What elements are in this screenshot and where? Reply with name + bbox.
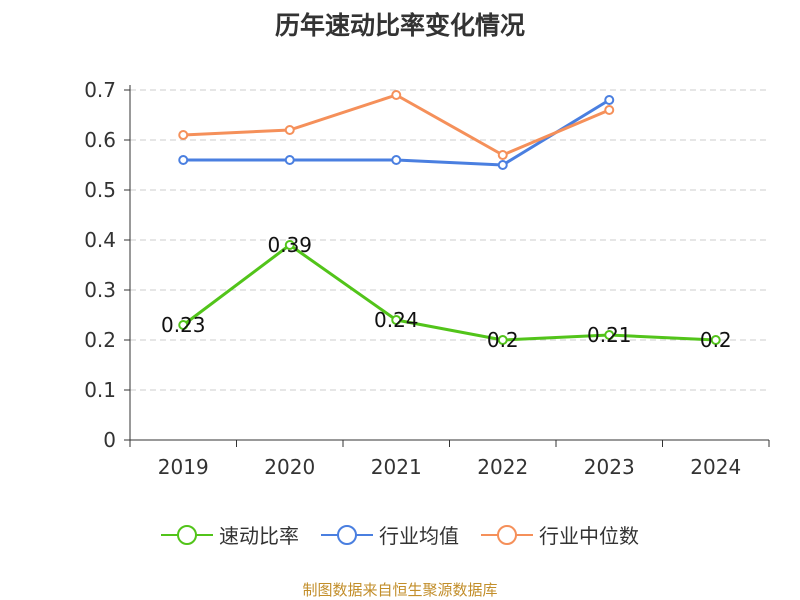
legend-swatch-industry-median [481, 524, 533, 545]
data-point [604, 330, 615, 340]
y-tick-label: 0.3 [84, 278, 116, 302]
data-point [497, 160, 508, 170]
series-line-0 [182, 243, 716, 342]
y-tick-label: 0.2 [84, 328, 116, 352]
legend-item-industry-mean[interactable]: 行业均值 [321, 520, 459, 549]
data-point [284, 125, 295, 135]
legend-item-quick-ratio[interactable]: 速动比率 [161, 520, 299, 549]
data-label: 0.23 [161, 313, 206, 337]
data-point [178, 155, 189, 165]
data-point [178, 130, 189, 140]
x-tick-label: 2019 [158, 455, 209, 479]
data-point [604, 95, 615, 105]
legend-label-industry-mean: 行业均值 [379, 524, 459, 548]
y-tick-label: 0.6 [84, 128, 116, 152]
chart-title: 历年速动比率变化情况 [274, 11, 525, 40]
data-point [604, 105, 615, 115]
data-label: 0.24 [374, 308, 419, 332]
data-label: 0.2 [487, 328, 519, 352]
y-tick-label: 0 [103, 428, 116, 452]
x-tick-label: 2021 [371, 455, 422, 479]
source-note: 制图数据来自恒生聚源数据库 [302, 581, 498, 599]
series-line-2 [183, 93, 610, 157]
data-point [497, 150, 508, 160]
gridlines [130, 89, 769, 391]
data-labels: 0.23 0.39 0.24 0.2 0.21 0.2 [161, 233, 732, 352]
data-point [178, 320, 189, 330]
data-point [391, 155, 402, 165]
legend-swatch-quick-ratio [161, 524, 213, 545]
legend-label-quick-ratio: 速动比率 [219, 524, 299, 548]
data-label: 0.39 [267, 233, 312, 257]
data-label: 0.2 [700, 328, 732, 352]
series-lines [178, 90, 721, 345]
x-tick-label: 2022 [477, 455, 528, 479]
data-point [284, 240, 295, 250]
axes: 0 0.1 0.2 0.3 0.4 0.5 0.6 0.7 2019 2020 2021 2022 20… [84, 78, 770, 479]
data-point [497, 335, 508, 345]
data-point [710, 335, 721, 345]
y-tick-label: 0.5 [84, 178, 116, 202]
y-tick-label: 0.1 [84, 378, 116, 402]
data-point [391, 315, 402, 325]
x-tick-label: 2023 [584, 455, 635, 479]
x-tick-label: 2020 [264, 455, 315, 479]
data-label: 0.21 [587, 323, 632, 347]
legend-item-industry-median[interactable]: 行业中位数 [481, 520, 639, 549]
legend-swatch-industry-mean [321, 524, 373, 545]
x-tick-label: 2024 [690, 455, 741, 479]
legend-label-industry-median: 行业中位数 [539, 524, 639, 548]
y-tick-label: 0.7 [84, 78, 116, 102]
data-point [391, 90, 402, 100]
y-tick-label: 0.4 [84, 228, 116, 252]
data-point [284, 155, 295, 165]
legend: 速动比率 行业均值 行业中位数 [0, 520, 800, 549]
